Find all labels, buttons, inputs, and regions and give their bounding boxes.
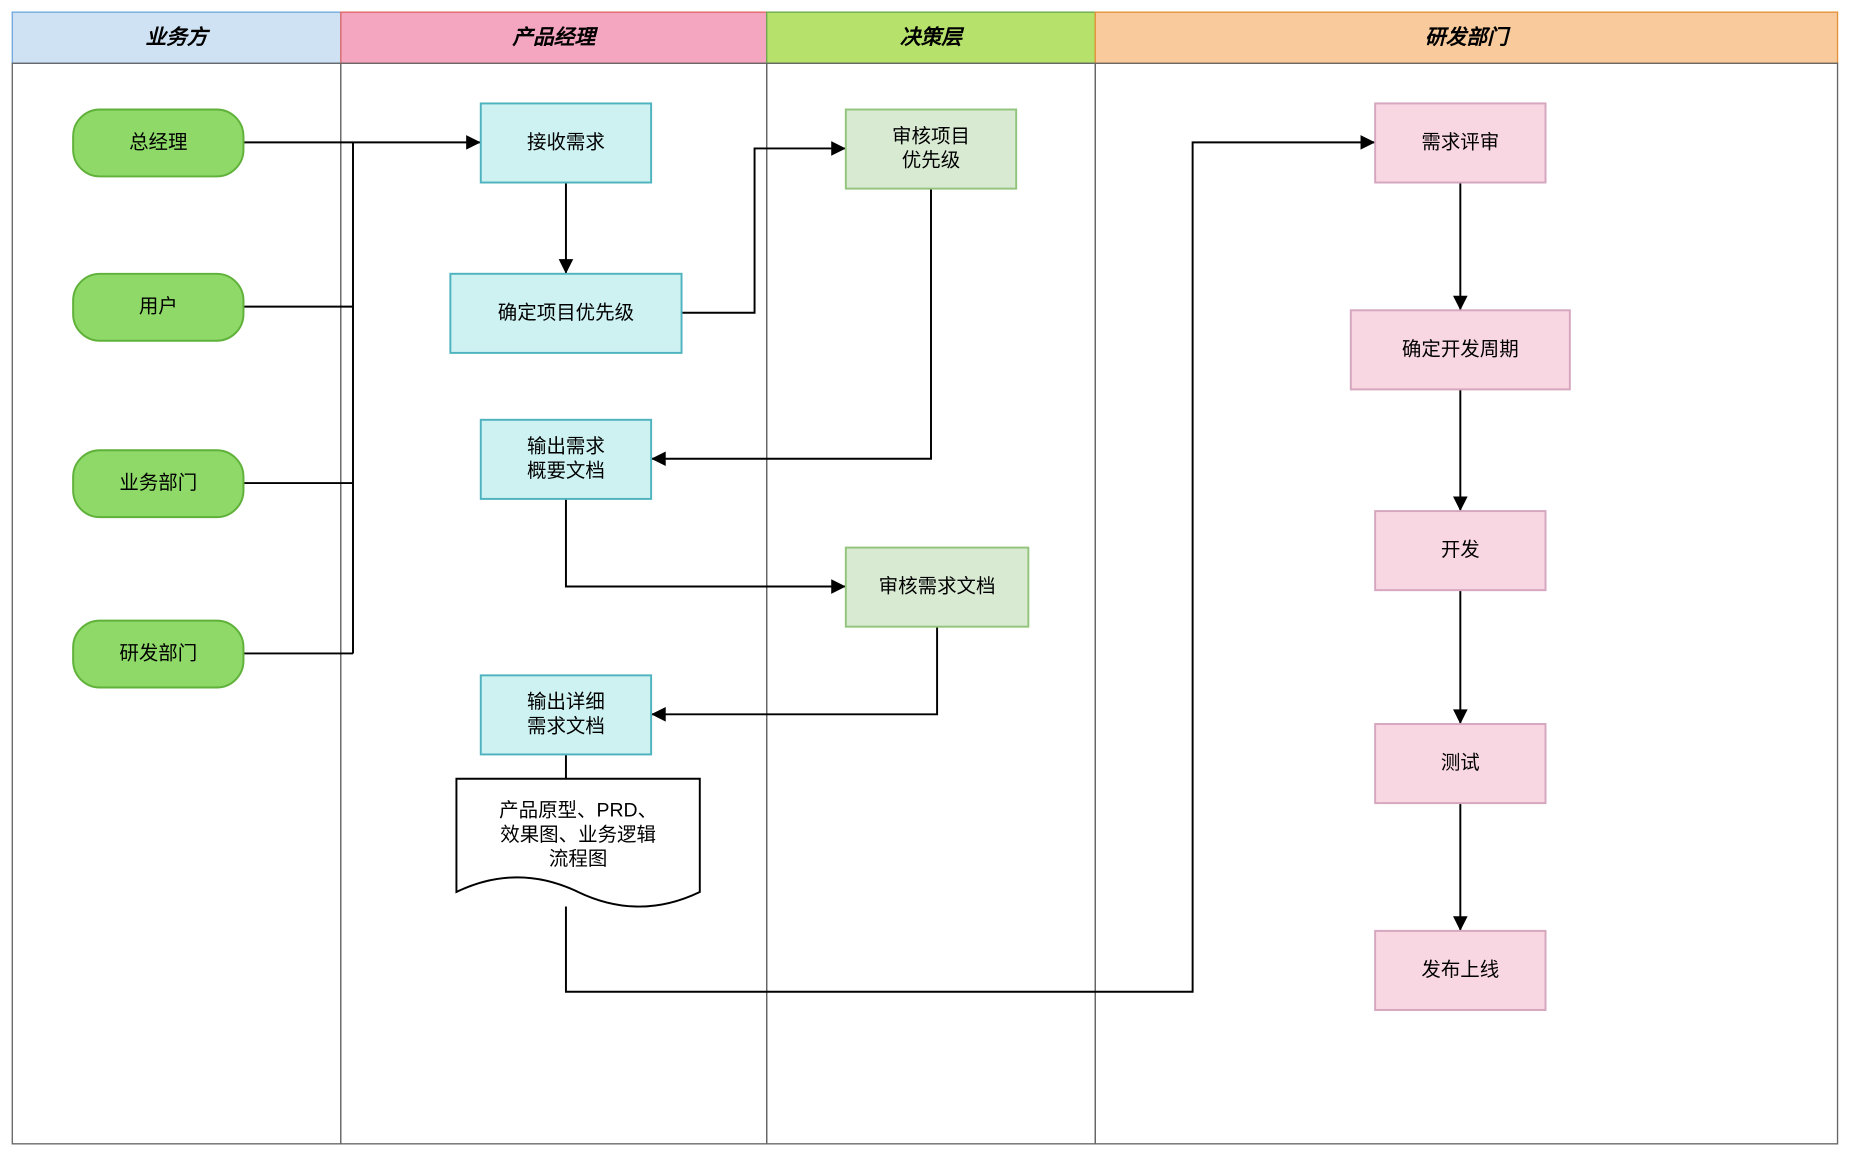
- node-label-dec-prio: 审核项目 优先级: [851, 112, 1012, 186]
- node-label-dev-rel: 发布上线: [1380, 933, 1541, 1007]
- node-label-dec-revdoc: 审核需求文档: [851, 550, 1024, 624]
- node-role-bizd: 业务部门: [73, 450, 243, 517]
- node-dev-dev: 开发: [1375, 511, 1545, 590]
- node-dev-cycle: 确定开发周期: [1351, 310, 1570, 389]
- edge-e-prio-dec: [682, 148, 846, 312]
- node-label-role-devd: 研发部门: [78, 623, 239, 685]
- nodes-layer: 总经理用户业务部门研发部门 接收需求确定项目优先级输出需求 概要文档输出详细 需求…: [73, 103, 1570, 1010]
- node-label-dev-dev: 开发: [1380, 514, 1541, 588]
- node-pm-recv: 接收需求: [481, 103, 651, 182]
- node-label-pm-detdoc: 输出详细 需求文档: [486, 678, 647, 752]
- edge-e-dec-outdoc: [651, 189, 931, 459]
- node-dev-test: 测试: [1375, 724, 1545, 803]
- node-pm-prio: 确定项目优先级: [450, 274, 681, 353]
- node-pm-detdoc: 输出详细 需求文档: [481, 675, 651, 754]
- node-label-pm-recv: 接收需求: [486, 106, 647, 180]
- node-dev-rel: 发布上线: [1375, 931, 1545, 1010]
- lane-lane-biz: 业务方: [12, 12, 341, 1144]
- node-role-devd: 研发部门: [73, 621, 243, 688]
- lane-header-lane-dev: 研发部门: [1095, 12, 1837, 63]
- node-label-role-bizd: 业务部门: [78, 453, 239, 515]
- node-label-role-user: 用户: [78, 276, 239, 338]
- lane-header-lane-pm: 产品经理: [341, 12, 767, 63]
- node-doc-note: 产品原型、PRD、 效果图、业务逻辑 流程图: [456, 779, 699, 907]
- swimlane-flowchart: 业务方产品经理决策层研发部门总经理用户业务部门研发部门接收需求确定项目优先级输出…: [0, 0, 1862, 1156]
- node-label-role-gm: 总经理: [78, 112, 239, 174]
- node-role-user: 用户: [73, 274, 243, 341]
- node-label-dev-cycle: 确定开发周期: [1356, 313, 1565, 387]
- node-label-dev-rev: 需求评审: [1380, 106, 1541, 180]
- lane-header-lane-dec: 决策层: [767, 12, 1096, 63]
- lane-header-lane-biz: 业务方: [12, 12, 341, 63]
- node-dec-revdoc: 审核需求文档: [846, 548, 1029, 627]
- node-label-dev-test: 测试: [1380, 726, 1541, 800]
- node-pm-outdoc: 输出需求 概要文档: [481, 420, 651, 499]
- node-dec-prio: 审核项目 优先级: [846, 110, 1016, 189]
- node-role-gm: 总经理: [73, 110, 243, 177]
- edge-e-outdoc-revdoc: [566, 499, 846, 587]
- node-dev-rev: 需求评审: [1375, 103, 1545, 182]
- node-label-pm-outdoc: 输出需求 概要文档: [486, 422, 647, 496]
- edge-e-revdoc-detdoc: [651, 627, 937, 715]
- node-label-doc-note: 产品原型、PRD、 效果图、业务逻辑 流程图: [464, 784, 693, 887]
- node-label-pm-prio: 确定项目优先级: [455, 276, 676, 350]
